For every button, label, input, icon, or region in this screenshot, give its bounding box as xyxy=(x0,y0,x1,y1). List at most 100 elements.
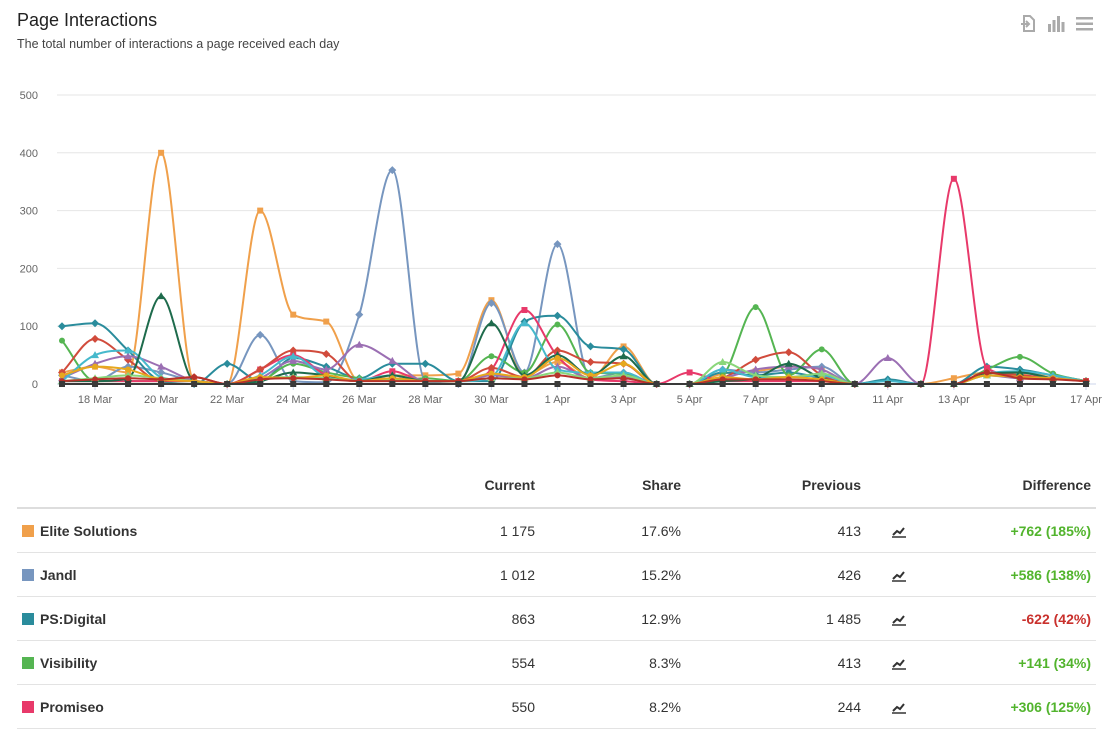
x-tick-label: 1 Apr xyxy=(545,394,571,406)
row-current: 550 xyxy=(247,684,535,729)
y-axis: 0 100 200 300 400 500 xyxy=(20,90,38,391)
row-share: 8.3% xyxy=(535,640,681,685)
table-row[interactable]: Promiseo 550 8.2% 244 +306 (125%) xyxy=(17,684,1096,729)
data-point xyxy=(751,371,760,379)
trend-chart-icon[interactable] xyxy=(891,570,906,582)
data-point xyxy=(488,370,495,377)
data-point xyxy=(323,376,330,383)
trend-chart-icon[interactable] xyxy=(891,614,906,626)
x-tick-label: 26 Mar xyxy=(342,394,377,406)
data-point xyxy=(125,375,132,382)
data-point xyxy=(817,365,826,373)
data-point xyxy=(883,353,892,361)
legend-swatch xyxy=(22,700,34,713)
data-point xyxy=(752,376,759,383)
data-point xyxy=(686,369,693,376)
data-point xyxy=(323,318,330,325)
x-tick-label: 13 Apr xyxy=(938,394,970,406)
row-current: 863 xyxy=(247,596,535,641)
comparison-table: Current Share Previous Difference Elite … xyxy=(17,463,1096,729)
x-tick-label: 7 Apr xyxy=(743,394,769,406)
y-tick-label: 0 xyxy=(32,379,38,391)
table-row[interactable]: PS:Digital 863 12.9% 1 485 -622 (42%) xyxy=(17,596,1096,641)
y-tick-label: 200 xyxy=(20,263,38,275)
data-point xyxy=(1016,381,1023,387)
data-point xyxy=(487,319,496,327)
chart-type-icon[interactable] xyxy=(1047,14,1066,33)
data-point xyxy=(719,376,726,383)
data-point xyxy=(718,365,727,373)
row-name-cell: Elite Solutions xyxy=(17,508,247,553)
data-point xyxy=(554,359,561,366)
data-point xyxy=(355,310,364,319)
data-point xyxy=(256,330,265,339)
row-name: Promiseo xyxy=(40,698,104,715)
data-point xyxy=(388,166,397,175)
data-point xyxy=(587,376,594,383)
data-point xyxy=(323,381,330,387)
row-trend[interactable] xyxy=(861,552,936,597)
data-point xyxy=(686,381,693,387)
data-point xyxy=(1049,376,1056,383)
table-row[interactable]: Jandl 1 012 15.2% 426 +586 (138%) xyxy=(17,552,1096,597)
row-current: 554 xyxy=(247,640,535,685)
data-point xyxy=(620,381,627,387)
menu-icon[interactable] xyxy=(1075,14,1094,33)
col-header-previous[interactable]: Previous xyxy=(681,463,861,509)
table-row[interactable]: Elite Solutions 1 175 17.6% 413 +762 (18… xyxy=(17,508,1096,553)
col-header-share[interactable]: Share xyxy=(535,463,681,509)
data-point xyxy=(553,240,562,249)
y-tick-label: 300 xyxy=(20,206,38,218)
row-trend[interactable] xyxy=(861,684,936,729)
data-point xyxy=(554,354,561,361)
data-point xyxy=(554,372,561,379)
page-title: Page Interactions xyxy=(17,10,158,30)
row-trend[interactable] xyxy=(861,640,936,685)
data-point xyxy=(950,381,957,387)
data-point xyxy=(191,374,198,381)
data-point xyxy=(587,381,594,387)
col-header-current[interactable]: Current xyxy=(247,463,535,509)
x-tick-label: 3 Apr xyxy=(611,394,637,406)
trend-chart-icon[interactable] xyxy=(891,702,906,714)
x-tick-label: 17 Apr xyxy=(1070,394,1102,406)
data-point xyxy=(983,369,990,376)
page-subtitle: The total number of interactions a page … xyxy=(17,37,340,51)
row-name: Elite Solutions xyxy=(40,522,138,539)
data-point xyxy=(322,365,331,373)
data-point xyxy=(125,381,132,387)
data-point xyxy=(950,375,957,382)
data-point xyxy=(586,358,595,367)
data-point xyxy=(322,349,331,358)
export-icon[interactable] xyxy=(1019,14,1038,33)
data-point xyxy=(58,322,66,331)
data-point xyxy=(289,352,298,360)
row-share: 8.2% xyxy=(535,684,681,729)
y-tick-label: 400 xyxy=(20,148,38,160)
trend-chart-icon[interactable] xyxy=(891,526,906,538)
x-tick-label: 28 Mar xyxy=(408,394,443,406)
data-point xyxy=(157,292,166,300)
x-tick-label: 9 Apr xyxy=(809,394,835,406)
trend-chart-icon[interactable] xyxy=(891,658,906,670)
row-name-cell: Visibility xyxy=(17,640,247,685)
data-point xyxy=(718,358,727,366)
data-point xyxy=(520,319,529,327)
data-point xyxy=(851,381,858,387)
data-point xyxy=(751,365,760,373)
data-point xyxy=(554,381,561,387)
data-point xyxy=(158,381,165,387)
col-header-difference[interactable]: Difference xyxy=(936,463,1096,509)
table-row[interactable]: Visibility 554 8.3% 413 +141 (34%) xyxy=(17,640,1096,685)
y-tick-label: 500 xyxy=(20,90,38,102)
row-trend[interactable] xyxy=(861,508,936,553)
data-point xyxy=(917,381,924,387)
data-point xyxy=(619,352,628,360)
data-point xyxy=(488,381,495,387)
chart-toolbar xyxy=(1019,14,1094,33)
row-name: Jandl xyxy=(40,566,77,583)
data-point xyxy=(1016,353,1023,360)
row-trend[interactable] xyxy=(861,596,936,641)
data-point xyxy=(157,362,166,370)
data-point xyxy=(389,368,396,375)
